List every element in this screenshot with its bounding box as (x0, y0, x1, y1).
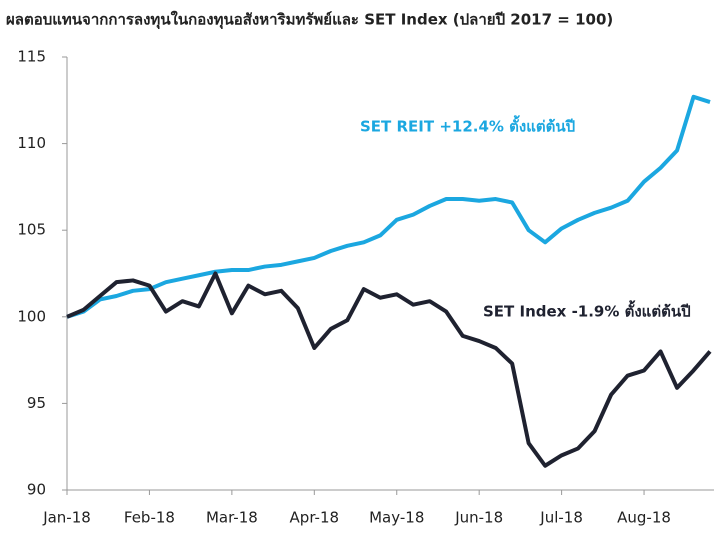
x-tick-label: Apr-18 (290, 509, 340, 527)
y-tick-label: 90 (27, 481, 46, 499)
y-tick-label: 110 (17, 134, 46, 152)
x-tick-label: Jul-18 (539, 509, 583, 527)
line-series (66, 271, 712, 468)
x-tick-label: May-18 (369, 509, 424, 527)
x-tick-label: Aug-18 (617, 509, 671, 527)
x-tick-label: Jan-18 (42, 509, 91, 527)
x-tick-label: Mar-18 (206, 509, 258, 527)
x-tick-label: Feb-18 (124, 509, 175, 527)
x-tick-label: Jun-18 (454, 509, 503, 527)
annotation: SET Index -1.9% ตั้งแต่ต้นปี (483, 300, 691, 321)
y-tick-label: 115 (17, 48, 46, 66)
y-tick-label: 95 (27, 394, 46, 412)
line-series (66, 94, 711, 319)
y-tick-label: 100 (17, 307, 46, 325)
y-tick-label: 105 (17, 221, 46, 239)
annotation: SET REIT +12.4% ตั้งแต่ต้นปี (360, 115, 575, 136)
chart-title: ผลตอบแทนจากการลงทุนในกองทุนอสังหาริมทรัพ… (6, 11, 613, 30)
